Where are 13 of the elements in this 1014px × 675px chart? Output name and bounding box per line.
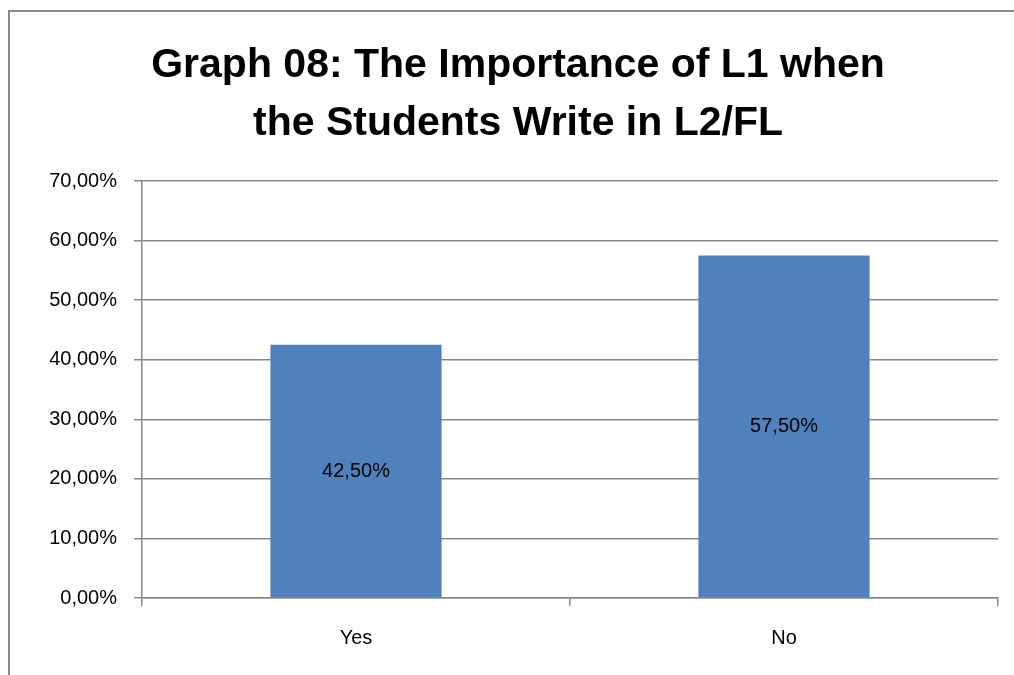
chart-title: Graph 08: The Importance of L1 when the Students Write in L2/FL — [150, 39, 886, 146]
y-tick-label: 30,00% — [49, 406, 118, 429]
y-tick-label: 70,00% — [49, 168, 118, 191]
y-tick-label: 40,00% — [49, 347, 118, 370]
y-tick-label: 50,00% — [49, 287, 118, 310]
y-tick-label: 60,00% — [49, 228, 118, 251]
x-tick-label: Yes — [339, 625, 373, 648]
x-tick-label: No — [771, 625, 797, 648]
y-tick-label: 20,00% — [49, 466, 118, 489]
y-tick-label: 10,00% — [49, 525, 118, 548]
data-label: 42,50% — [322, 458, 391, 481]
data-label: 57,50% — [750, 413, 819, 436]
y-tick-label: 0,00% — [60, 585, 118, 608]
